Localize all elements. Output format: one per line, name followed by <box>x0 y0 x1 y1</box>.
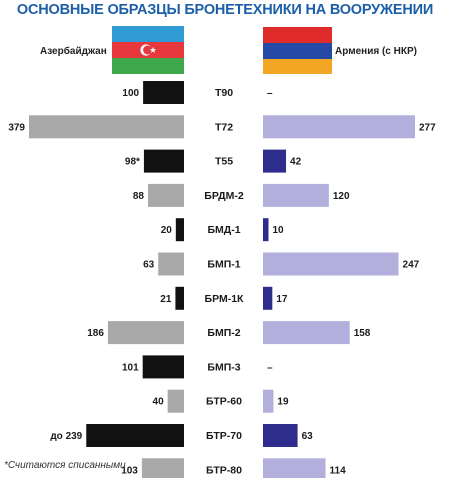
left-country-label: Азербайджан <box>40 46 107 57</box>
category-label: БРДМ-2 <box>204 190 244 202</box>
azerbaijan-flag <box>112 26 184 74</box>
right-bar <box>263 252 399 276</box>
left-bar <box>143 149 184 173</box>
armenia-flag <box>263 27 332 74</box>
left-bar <box>175 218 184 242</box>
right-value-label: 114 <box>330 465 347 476</box>
right-value-label: – <box>267 362 273 373</box>
category-label: БРМ-1К <box>205 293 244 305</box>
right-bar <box>263 115 415 139</box>
category-label: БМП-3 <box>207 361 240 373</box>
chart-title: ОСНОВНЫЕ ОБРАЗЦЫ БРОНЕТЕХНИКИ НА ВООРУЖЕ… <box>16 2 434 18</box>
right-bar <box>263 424 298 447</box>
right-bar <box>263 218 269 242</box>
left-bar <box>148 183 184 207</box>
left-bar <box>175 286 184 310</box>
left-value-label: 63 <box>143 260 155 271</box>
category-label: БТР-70 <box>206 430 242 442</box>
left-value-label: 101 <box>122 362 139 373</box>
footnote: *Считаются списанными <box>4 460 126 471</box>
left-bar <box>143 81 184 104</box>
left-value-label: 21 <box>160 294 172 305</box>
left-value-label: до 239 <box>50 431 82 442</box>
right-bar <box>263 286 273 310</box>
right-value-label: 247 <box>403 260 420 271</box>
left-value-label: 100 <box>122 88 139 99</box>
left-value-label: 103 <box>121 465 138 476</box>
right-value-label: 277 <box>419 122 436 133</box>
right-bar <box>263 183 329 207</box>
right-value-label: 10 <box>272 225 284 236</box>
left-value-label: 40 <box>153 397 165 408</box>
right-bar <box>263 458 326 478</box>
right-country-label: Армения (с НКР) <box>335 46 417 57</box>
right-value-label: 42 <box>290 157 302 168</box>
left-value-label: 20 <box>161 225 173 236</box>
right-bar <box>263 389 274 413</box>
right-value-label: 17 <box>276 294 288 305</box>
left-bar <box>142 355 184 379</box>
right-value-label: 120 <box>333 191 350 202</box>
left-bar <box>107 321 184 345</box>
left-value-label: 379 <box>8 122 25 133</box>
left-bar <box>167 389 184 413</box>
left-bar <box>158 252 184 276</box>
left-value-label: 88 <box>133 191 145 202</box>
left-bar <box>86 424 184 447</box>
right-value-label: – <box>267 88 273 99</box>
right-value-label: 158 <box>354 328 371 339</box>
left-value-label: 186 <box>87 328 104 339</box>
category-label: БТР-80 <box>206 464 242 476</box>
category-label: Т90 <box>215 87 233 99</box>
category-label: БМД-1 <box>207 224 240 236</box>
left-value-label: 98* <box>125 157 140 168</box>
category-label: Т72 <box>215 121 233 133</box>
category-label: БТР-60 <box>206 396 242 408</box>
category-label: Т55 <box>215 156 233 168</box>
right-value-label: 19 <box>277 397 289 408</box>
left-bar <box>141 458 184 478</box>
category-label: БМП-2 <box>207 327 240 339</box>
left-bar <box>29 115 184 139</box>
right-bar <box>263 321 350 345</box>
category-label: БМП-1 <box>207 259 240 271</box>
right-value-label: 63 <box>302 431 314 442</box>
right-bar <box>263 149 287 173</box>
